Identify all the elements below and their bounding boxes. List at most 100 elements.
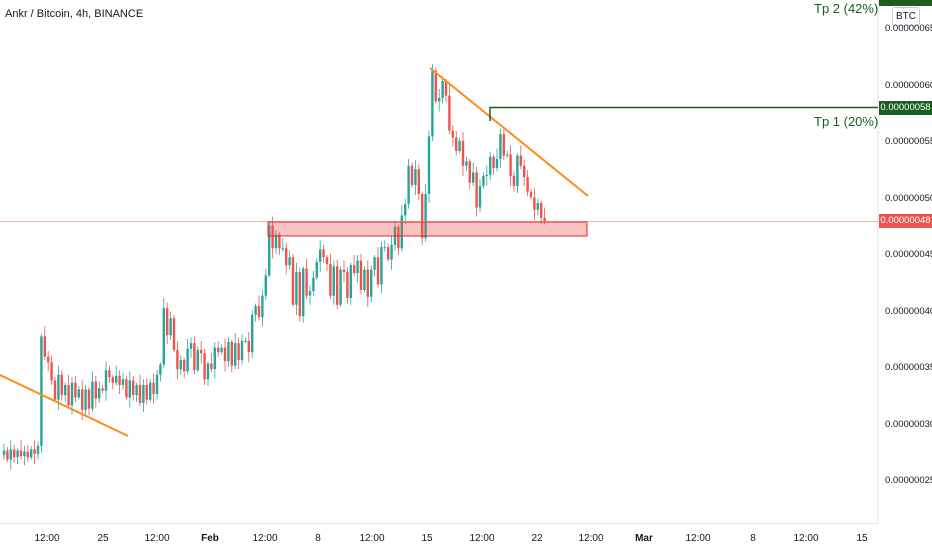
- candle-body: [16, 450, 19, 458]
- candle-body: [254, 305, 257, 315]
- candle-body: [298, 271, 301, 317]
- candle-body: [13, 449, 16, 458]
- candle-body: [390, 244, 393, 260]
- candle-body: [465, 161, 468, 166]
- candle-body: [376, 257, 380, 285]
- candle-body: [342, 269, 346, 272]
- candle-body: [458, 140, 461, 152]
- candle-body: [26, 451, 29, 458]
- y-tick-label: 0.00000030: [885, 418, 932, 430]
- candle-body: [70, 382, 74, 406]
- candle-body: [410, 165, 414, 185]
- candle-body: [53, 380, 57, 400]
- candle-body: [50, 362, 53, 381]
- candle-body: [57, 374, 60, 400]
- candle-body: [353, 265, 356, 274]
- candle-body: [383, 247, 386, 249]
- candle-body: [264, 275, 267, 296]
- candle-body: [380, 247, 383, 285]
- candle-body: [407, 165, 410, 205]
- candle-body: [523, 165, 526, 178]
- candle-body: [87, 389, 91, 409]
- candle-body: [149, 382, 152, 400]
- candles: [2, 64, 546, 470]
- candle-body: [19, 450, 23, 457]
- tp1-label: Tp 1 (20%): [814, 114, 879, 129]
- tp2-label: Tp 2 (42%): [814, 1, 879, 16]
- candle-body: [234, 343, 237, 366]
- candle-body: [492, 156, 495, 168]
- candle-body: [40, 336, 43, 446]
- x-tick-label: 8: [315, 533, 321, 544]
- candle-body: [526, 177, 529, 192]
- candle-body: [271, 225, 274, 249]
- candle-body: [108, 370, 111, 378]
- candle-body: [495, 158, 499, 168]
- tp1-price-tag: 0.00000058: [879, 101, 932, 115]
- candle-body: [213, 347, 216, 370]
- x-tick-label: 22: [531, 533, 543, 544]
- x-tick-label: 12:00: [252, 533, 278, 544]
- candle-body: [363, 269, 366, 291]
- candle-body: [155, 374, 159, 394]
- candle-body: [138, 384, 142, 404]
- x-tick-label: 12:00: [578, 533, 604, 544]
- candle-body: [356, 260, 359, 274]
- candle-body: [291, 257, 295, 305]
- candle-body: [257, 305, 261, 318]
- candle-body: [441, 80, 444, 98]
- candle-body: [427, 136, 431, 194]
- candle-body: [104, 370, 108, 391]
- candle-body: [6, 450, 9, 460]
- candle-body: [349, 265, 352, 298]
- candle-body: [285, 248, 288, 266]
- candle-body: [529, 191, 533, 198]
- overlays: [0, 67, 878, 437]
- x-tick-label: 25: [97, 533, 109, 544]
- candle-body: [499, 134, 502, 159]
- candle-body: [482, 175, 485, 187]
- candle-body: [414, 169, 417, 185]
- y-tick-label: 0.00000050: [885, 192, 932, 204]
- candle-body: [111, 377, 114, 383]
- candle-body: [475, 172, 478, 208]
- candle-body: [30, 449, 33, 458]
- candle-body: [461, 140, 465, 166]
- candle-body: [288, 257, 291, 266]
- candle-body: [417, 169, 420, 194]
- candle-body: [162, 308, 165, 365]
- candle-body: [2, 450, 6, 456]
- candle-body: [98, 388, 101, 399]
- candle-body: [278, 234, 281, 249]
- candle-body: [346, 271, 349, 298]
- candle-body: [319, 249, 322, 262]
- candle-body: [370, 269, 373, 297]
- candle-body: [101, 388, 104, 391]
- candle-body: [332, 266, 335, 296]
- candle-body: [227, 342, 230, 362]
- candle-body: [472, 172, 475, 183]
- candle-body: [305, 268, 308, 296]
- candle-body: [512, 175, 516, 187]
- candle-body: [189, 343, 193, 349]
- support-zone: [267, 221, 588, 237]
- y-tick-label: 0.00000055: [885, 136, 932, 147]
- candle-body: [424, 193, 427, 239]
- candle-body: [295, 271, 298, 305]
- candle-body: [540, 203, 543, 218]
- candle-body: [179, 360, 182, 370]
- candle-body: [455, 137, 458, 152]
- candle-body: [115, 375, 118, 383]
- candle-body: [448, 95, 451, 131]
- candle-body: [169, 318, 172, 336]
- candle-body: [444, 80, 448, 96]
- candle-body: [261, 295, 264, 318]
- candle-body: [77, 389, 80, 398]
- candle-body: [84, 389, 87, 410]
- unit-button[interactable]: BTC: [892, 7, 920, 26]
- candle-body: [434, 70, 437, 102]
- candle-body: [274, 234, 278, 249]
- candle-body: [516, 155, 519, 187]
